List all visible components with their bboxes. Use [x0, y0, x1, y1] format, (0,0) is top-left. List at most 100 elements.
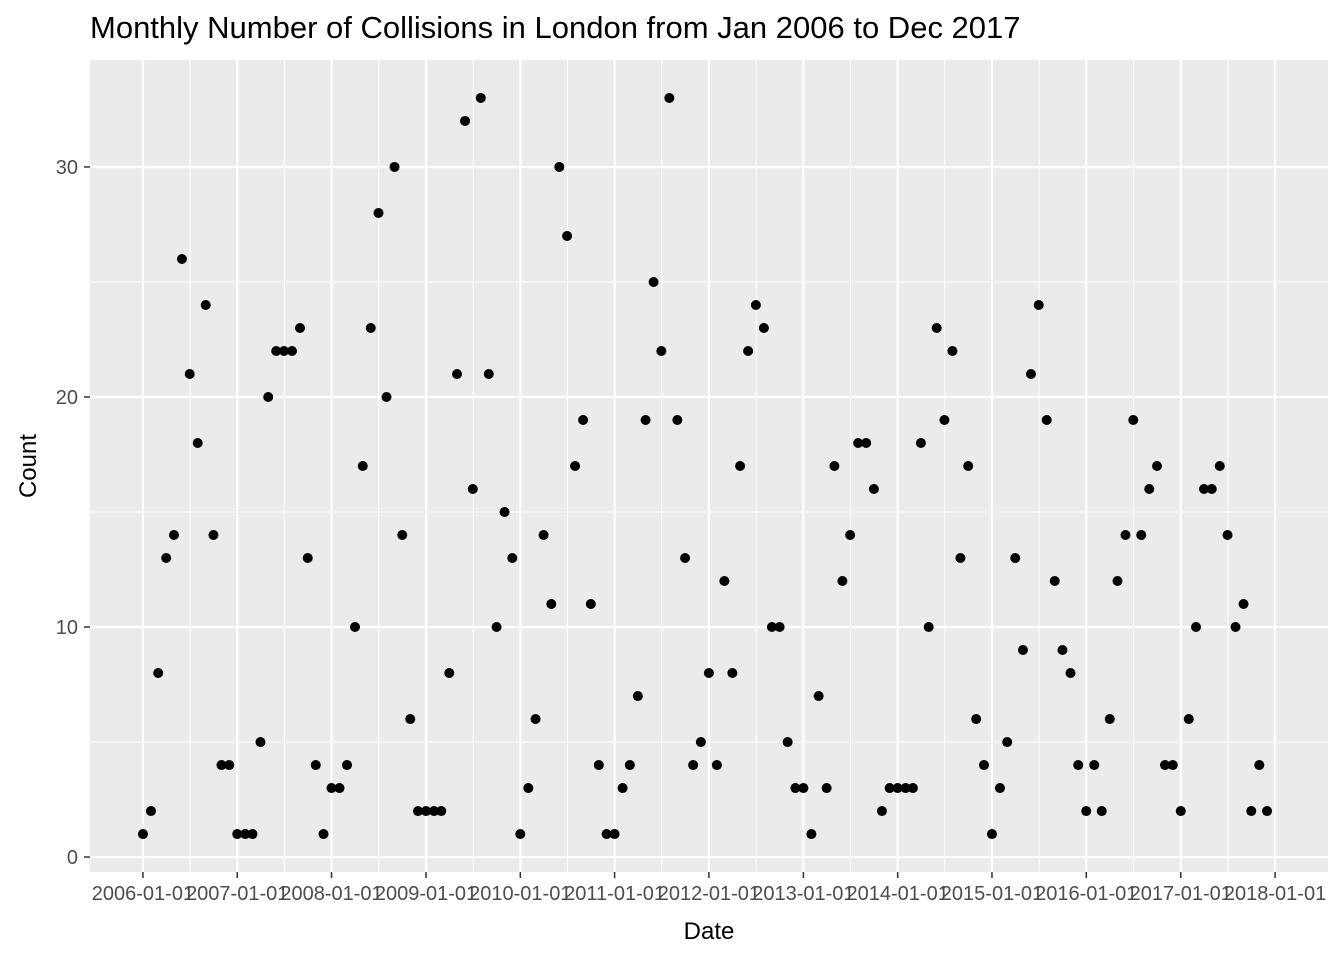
data-point	[585, 599, 596, 610]
data-point	[263, 391, 274, 402]
data-point	[515, 829, 526, 840]
data-point	[994, 783, 1005, 794]
data-point	[750, 299, 761, 310]
major-gridlines	[90, 60, 1328, 872]
data-point	[861, 437, 872, 448]
data-point	[1104, 714, 1115, 725]
data-point	[460, 115, 471, 126]
data-point	[798, 783, 809, 794]
data-point	[1238, 599, 1249, 610]
data-point	[483, 368, 494, 379]
data-point	[664, 92, 675, 103]
data-point	[475, 92, 486, 103]
data-point	[640, 414, 651, 425]
data-point	[609, 829, 620, 840]
data-point	[813, 691, 824, 702]
data-point	[1262, 806, 1273, 817]
minor-gridlines	[90, 60, 1328, 872]
data-point	[1214, 461, 1225, 471]
data-point	[986, 829, 997, 840]
data-point	[381, 391, 392, 402]
x-tick-label: 2009-01-01	[375, 883, 477, 905]
data-point	[624, 760, 635, 771]
data-point	[1017, 645, 1028, 656]
data-point	[278, 345, 289, 356]
data-point	[680, 553, 691, 564]
data-point	[884, 783, 895, 794]
data-point	[853, 437, 864, 448]
data-point	[939, 414, 950, 425]
data-point	[523, 783, 534, 794]
data-point	[1033, 299, 1044, 310]
data-point	[1191, 622, 1202, 633]
data-point	[310, 760, 321, 771]
data-point	[1057, 645, 1068, 656]
data-point	[1230, 622, 1241, 633]
data-point	[334, 783, 345, 794]
data-point	[350, 622, 361, 633]
data-point	[1167, 760, 1178, 771]
data-point	[318, 829, 329, 840]
data-point	[578, 414, 589, 425]
data-point	[570, 461, 581, 471]
y-tick-label: 10	[56, 617, 78, 639]
x-tick-label: 2018-01-01	[1224, 883, 1326, 905]
x-tick-label: 2014-01-01	[847, 883, 949, 905]
x-tick-label: 2011-01-01	[564, 883, 665, 905]
data-point	[923, 622, 934, 633]
data-point	[530, 714, 541, 725]
data-point	[1081, 806, 1092, 817]
data-point	[232, 829, 243, 840]
data-point	[758, 322, 769, 333]
x-axis: 2006-01-012007-01-012008-01-012009-01-01…	[92, 872, 1326, 905]
data-point	[735, 461, 746, 471]
chart-title: Monthly Number of Collisions in London f…	[90, 10, 1021, 45]
data-point	[656, 345, 667, 356]
data-point	[1136, 530, 1147, 541]
data-point	[868, 484, 879, 495]
data-point	[955, 553, 966, 564]
data-point	[421, 806, 432, 817]
data-point	[1152, 461, 1163, 471]
data-point	[743, 345, 754, 356]
data-point	[1065, 668, 1076, 679]
data-point	[491, 622, 502, 633]
data-point	[467, 484, 478, 495]
data-point	[971, 714, 982, 725]
data-point	[397, 530, 408, 541]
data-point	[688, 760, 699, 771]
data-point	[444, 668, 455, 679]
data-point	[429, 806, 440, 817]
data-point	[1112, 576, 1123, 587]
data-point	[405, 714, 416, 725]
x-tick-label: 2012-01-01	[658, 883, 760, 905]
data-point	[546, 599, 557, 610]
data-point	[1041, 414, 1052, 425]
y-tick-label: 0	[67, 847, 78, 869]
data-point	[601, 829, 612, 840]
data-point	[907, 783, 918, 794]
y-tick-label: 30	[56, 157, 78, 179]
data-point	[915, 437, 926, 448]
data-point	[1144, 484, 1155, 495]
data-point	[963, 461, 974, 471]
data-point	[648, 276, 659, 287]
data-point	[200, 299, 211, 310]
data-point	[695, 737, 706, 748]
data-point	[271, 345, 282, 356]
data-point	[892, 783, 903, 794]
data-point	[499, 507, 510, 518]
data-point	[1206, 484, 1217, 495]
data-point	[413, 806, 424, 817]
data-point	[452, 368, 463, 379]
x-axis-title: Date	[684, 918, 735, 945]
data-point	[632, 691, 643, 702]
data-point	[1025, 368, 1036, 379]
data-point	[727, 668, 738, 679]
data-point	[617, 783, 628, 794]
data-point	[837, 576, 848, 587]
y-axis: 0 10 20 30	[56, 157, 90, 869]
data-point	[845, 530, 856, 541]
data-point	[389, 161, 400, 172]
